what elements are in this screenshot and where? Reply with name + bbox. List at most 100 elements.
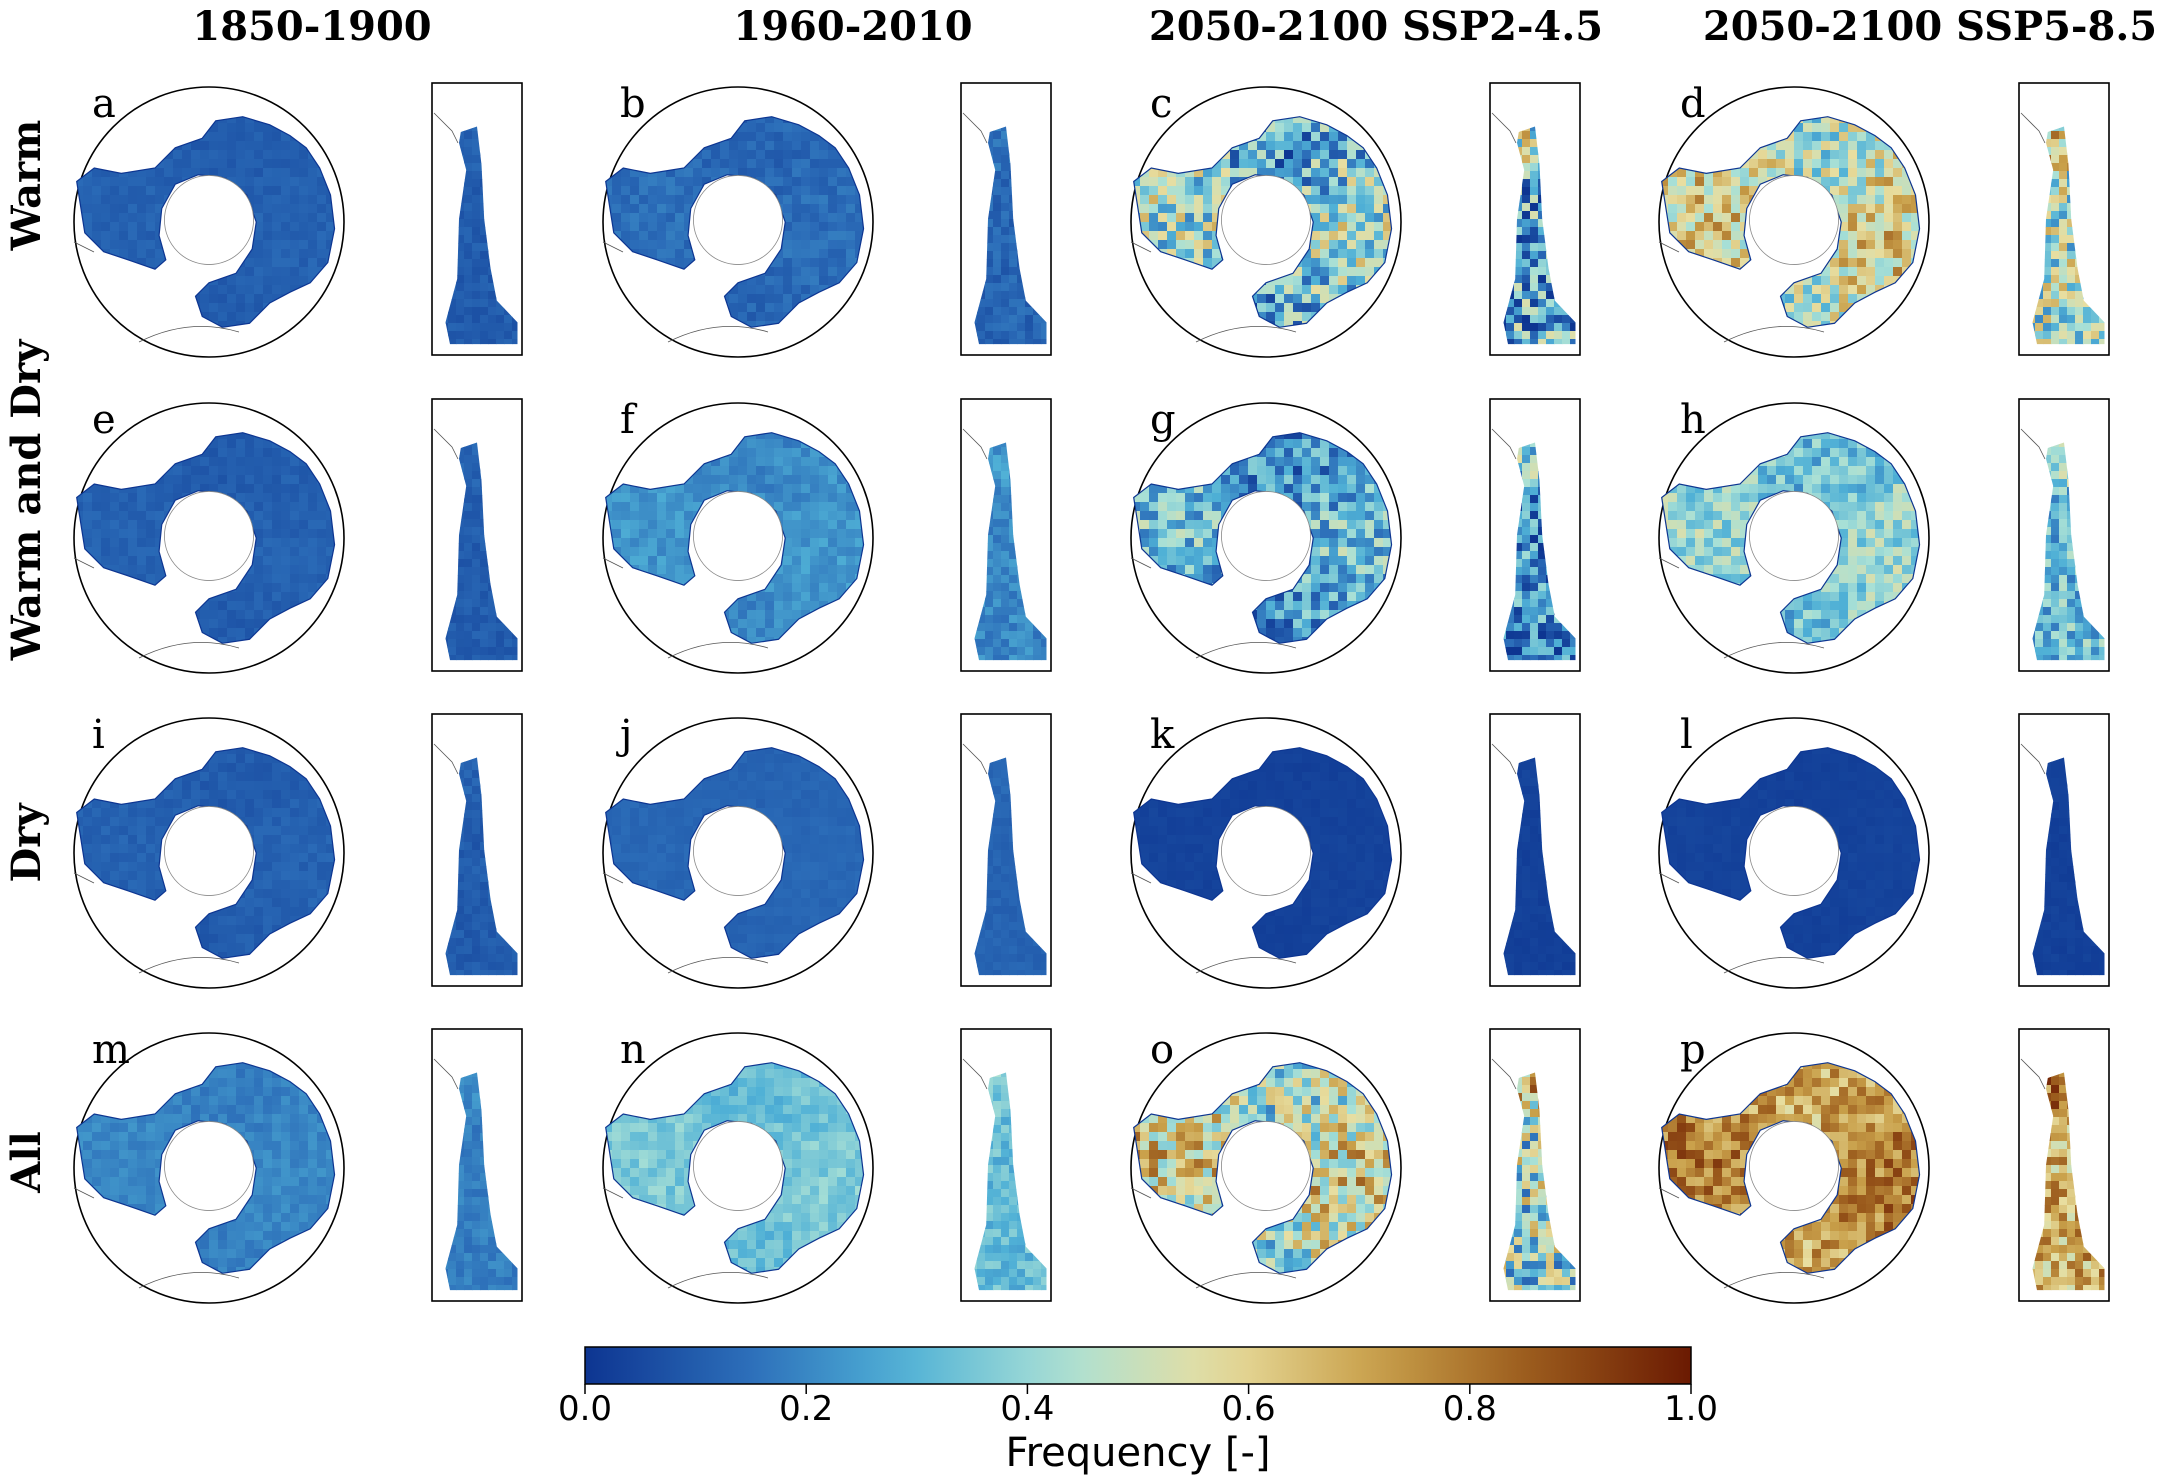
coastline [73, 241, 95, 253]
heat-cell [308, 116, 318, 124]
heat-cell [1530, 315, 1539, 324]
heat-cell [456, 235, 465, 244]
heat-cell [756, 116, 766, 124]
heat-cell [299, 321, 309, 328]
heat-cell [657, 204, 667, 214]
heat-cell [1866, 204, 1876, 214]
heat-cell [1695, 186, 1705, 196]
heat-cell [1365, 330, 1375, 340]
heat-cell [1009, 267, 1018, 276]
heat-cell [110, 204, 120, 214]
heat-cell [801, 348, 811, 358]
heat-cell [1902, 249, 1912, 259]
heat-cell [1194, 222, 1204, 232]
heat-cell [317, 204, 327, 214]
heat-cell [1383, 116, 1392, 124]
heat-cell [977, 299, 986, 308]
heat-cell [1546, 331, 1555, 340]
heat-cell [464, 283, 473, 292]
heat-cell [1875, 222, 1885, 232]
heat-cell [1546, 299, 1555, 308]
heat-cell [648, 96, 658, 106]
heat-cell [1140, 141, 1150, 151]
heat-cell [1133, 123, 1141, 133]
heat-cell [1158, 186, 1168, 196]
heat-cell [290, 213, 300, 223]
heat-cell [245, 258, 255, 268]
heat-cell [657, 186, 667, 196]
heat-cell [1659, 348, 1669, 358]
heat-cell [1302, 195, 1312, 205]
heat-cell [308, 186, 318, 196]
heat-cell [612, 312, 622, 322]
heat-cell [738, 123, 748, 133]
heat-cell [480, 315, 489, 324]
heat-cell [666, 348, 676, 358]
heat-cell [1365, 177, 1375, 187]
heat-cell [76, 177, 84, 187]
heat-cell [1212, 195, 1222, 205]
heat-cell [299, 276, 309, 286]
heat-cell [1248, 150, 1258, 160]
heat-cell [1884, 168, 1894, 178]
heat-cell [792, 123, 802, 133]
heat-cell [335, 294, 345, 304]
heat-cell [1266, 285, 1276, 295]
heat-cell [263, 123, 273, 133]
heat-cell [1848, 231, 1858, 241]
heat-cell [1848, 132, 1858, 142]
heat-cell [1920, 312, 1930, 322]
heat-cell [281, 186, 291, 196]
heat-cell [74, 87, 84, 97]
heat-cell [828, 240, 838, 250]
heat-cell [227, 312, 237, 322]
heat-cell [1668, 195, 1678, 205]
heat-cell [1266, 312, 1276, 322]
heat-cell [666, 213, 676, 223]
heat-cell [335, 105, 345, 115]
heat-cell [299, 96, 309, 106]
heat-cell [1266, 141, 1276, 151]
heat-cell [1392, 276, 1402, 286]
heat-cell [1176, 348, 1186, 358]
heat-cell [101, 240, 111, 250]
heat-cell [308, 159, 318, 169]
heat-cell [837, 177, 847, 187]
heat-cell [1392, 339, 1402, 349]
heat-cell [1668, 116, 1678, 124]
heat-cell [1176, 105, 1186, 115]
heat-cell [1704, 195, 1714, 205]
heat-cell [666, 177, 676, 187]
heat-cell [603, 87, 613, 97]
heat-cell [792, 87, 802, 97]
heat-cell [1149, 231, 1159, 241]
heat-cell [1374, 330, 1384, 340]
heat-cell [792, 258, 802, 268]
heat-cell [1785, 132, 1795, 142]
heat-cell [1722, 258, 1732, 268]
heat-cell [448, 299, 457, 308]
heat-cell [1320, 231, 1330, 241]
heat-cell [464, 339, 473, 345]
heat-cell [496, 331, 505, 340]
heat-cell [792, 159, 802, 169]
heat-cell [1530, 307, 1539, 316]
heat-cell [1884, 276, 1894, 286]
heat-cell [864, 330, 874, 340]
heat-cell [1302, 285, 1312, 295]
heat-cell [1722, 222, 1732, 232]
heat-cell [1311, 132, 1321, 142]
heat-cell [480, 219, 489, 228]
heat-cell [1284, 116, 1294, 124]
heat-cell [1257, 141, 1267, 151]
heat-cell [128, 348, 138, 358]
heat-cell [1668, 87, 1678, 97]
heat-cell [1347, 186, 1357, 196]
heat-cell [747, 303, 757, 313]
heat-cell [263, 186, 273, 196]
heat-cell [1329, 285, 1339, 295]
heat-cell [281, 150, 291, 160]
heat-cell [137, 222, 147, 232]
heat-cell [1203, 195, 1213, 205]
heat-cell [137, 195, 147, 205]
